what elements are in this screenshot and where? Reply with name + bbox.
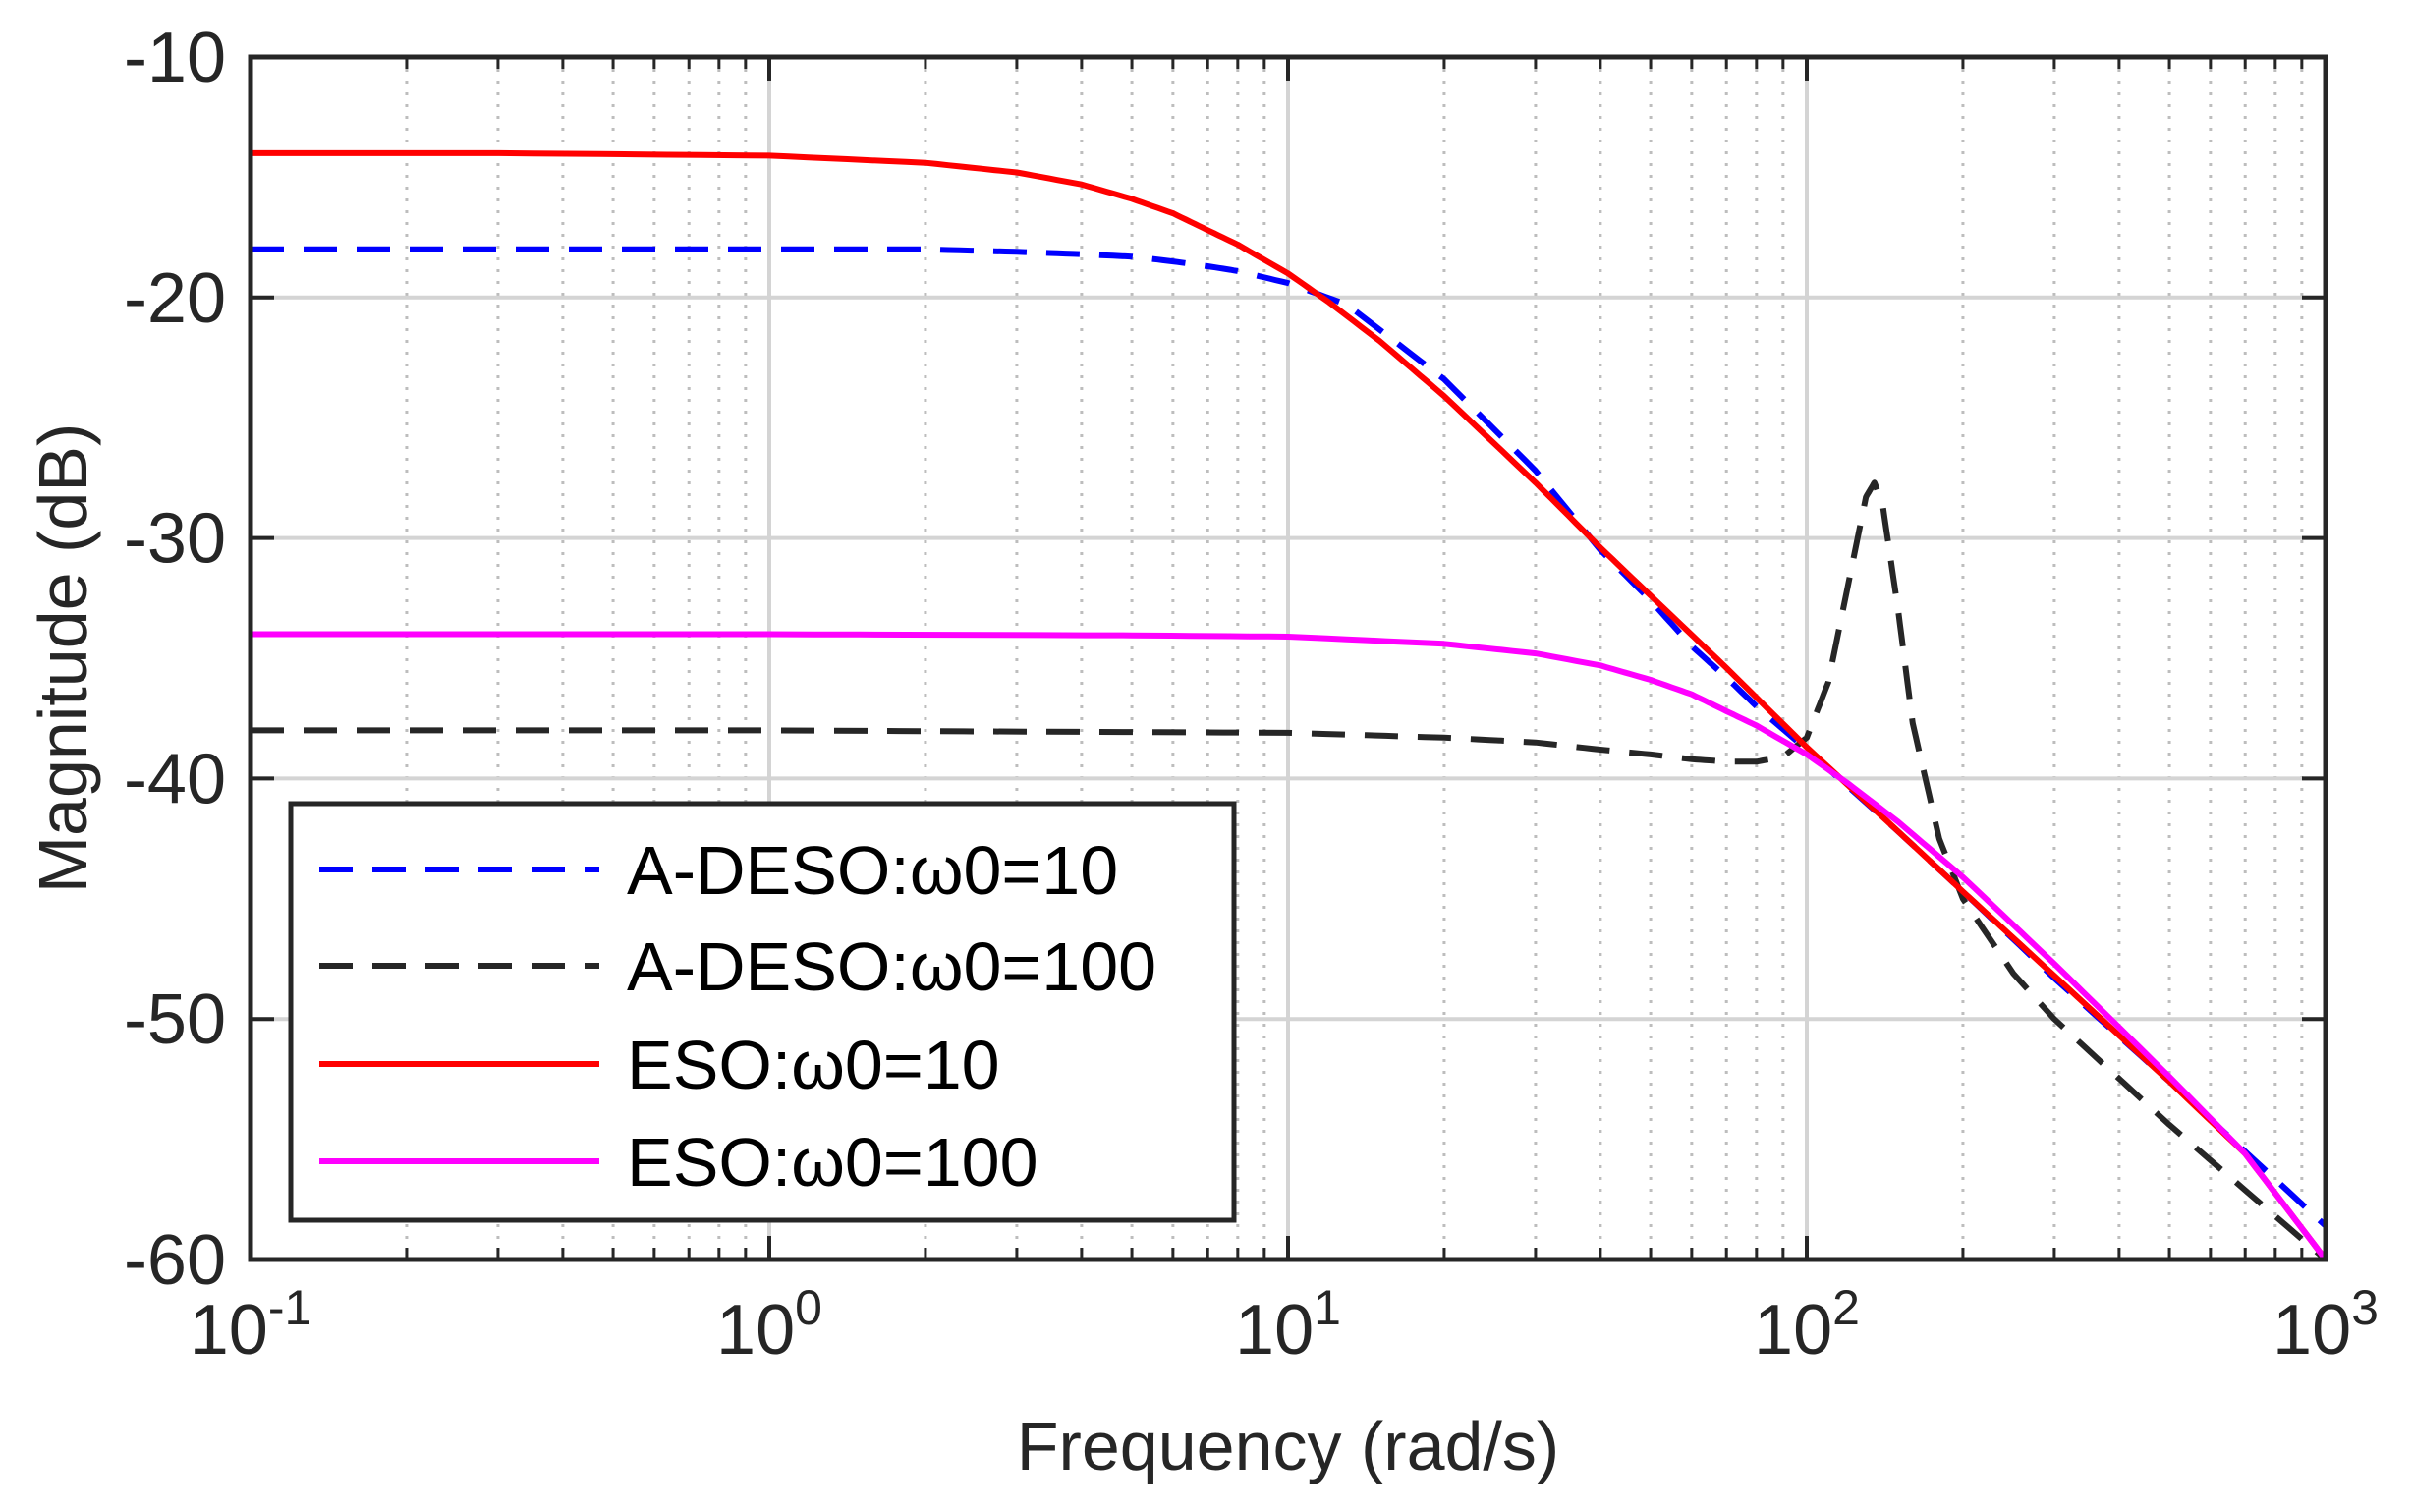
x-axis-label: Frequency (rad/s) <box>1017 1408 1559 1484</box>
legend-label-eso-10: ESO:ω0=10 <box>627 1027 1000 1103</box>
series-line-1 <box>251 479 2326 1260</box>
series-line-3 <box>251 631 2326 1260</box>
y-tick-label: -60 <box>124 1221 226 1300</box>
y-tick-label: -30 <box>124 500 226 579</box>
legend-box <box>288 801 1237 1223</box>
y-tick-labels: -10 -20 -30 -40 -50 -60 <box>124 19 226 1300</box>
series-line-2 <box>251 149 2326 1260</box>
legend-label-eso-100: ESO:ω0=100 <box>627 1124 1038 1201</box>
x-tick-label: 103 <box>2272 1280 2379 1370</box>
legend-label-a-deso-10: A-DESO:ω0=10 <box>627 832 1118 909</box>
y-axis-label: Magnitude (dB) <box>25 423 101 894</box>
y-tick-label: -10 <box>124 19 226 97</box>
x-tick-label: 100 <box>716 1280 822 1370</box>
y-tick-label: -20 <box>124 259 226 338</box>
y-tick-label: -50 <box>124 980 226 1059</box>
y-tick-label: -40 <box>124 740 226 818</box>
legend: A-DESO:ω0=10 A-DESO:ω0=100 ESO:ω0=10 ESO… <box>288 801 1237 1223</box>
legend-label-a-deso-100: A-DESO:ω0=100 <box>627 928 1156 1005</box>
x-tick-label: 101 <box>1235 1280 1341 1370</box>
x-tick-label: 10-1 <box>190 1280 312 1370</box>
series-layer <box>251 149 2326 1260</box>
x-tick-labels: 10-1 100 101 102 103 <box>190 1280 2379 1370</box>
ticks-layer <box>249 55 2328 1261</box>
x-tick-label: 102 <box>1754 1280 1860 1370</box>
